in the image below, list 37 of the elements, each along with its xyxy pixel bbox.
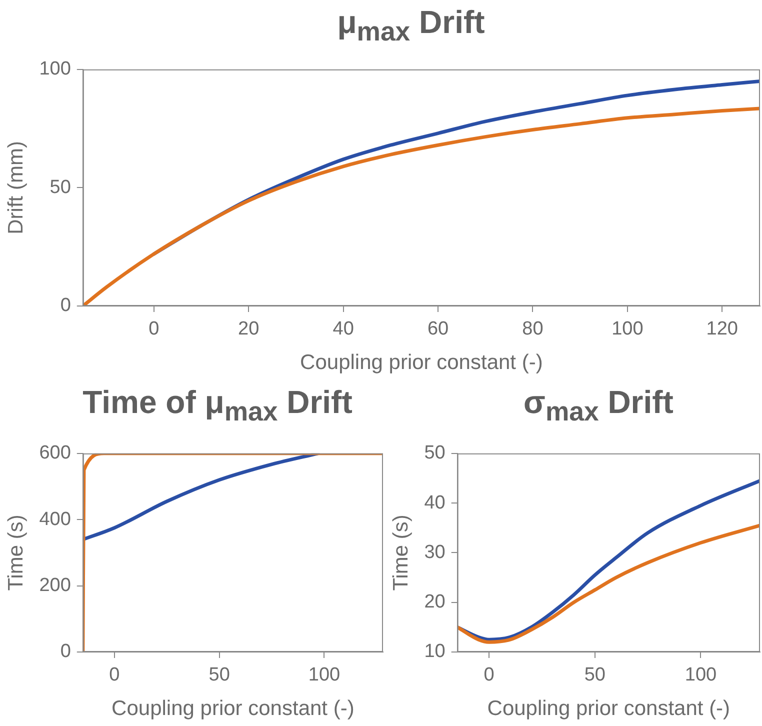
- line-series: [82, 453, 320, 542]
- x-tick-label: 0: [148, 318, 160, 340]
- y-tick-label: 200: [39, 575, 71, 596]
- x-tick-label: 20: [238, 318, 260, 340]
- x-axis-title: Coupling prior constant (-): [487, 697, 730, 720]
- y-axis-title: Time (s): [389, 514, 412, 591]
- x-tick-label: 100: [684, 664, 717, 686]
- y-tick-label: 30: [424, 542, 446, 563]
- y-tick-label: 40: [424, 492, 446, 514]
- y-tick-label: 50: [50, 176, 71, 198]
- x-tick-label: 100: [308, 664, 340, 686]
- y-tick-label: 20: [424, 592, 446, 613]
- x-tick-label: 0: [109, 664, 120, 686]
- x-tick-label: 100: [612, 318, 644, 340]
- chart-title: σ$_{max}$ Drift: [522, 383, 674, 428]
- y-tick-label: 50: [424, 442, 446, 464]
- x-tick-label: 50: [584, 664, 606, 686]
- x-axis-title: Coupling prior constant (-): [300, 351, 543, 374]
- x-tick-label: 40: [332, 318, 354, 340]
- x-tick-label: 120: [706, 318, 738, 340]
- x-tick-label: 80: [522, 318, 544, 340]
- x-tick-label: 0: [484, 664, 494, 686]
- y-tick-label: 0: [60, 641, 71, 662]
- y-axis-title: Drift (mm): [4, 141, 28, 234]
- line-series: [457, 478, 760, 642]
- x-tick-label: 60: [427, 318, 449, 340]
- line-series: [457, 524, 760, 644]
- chart-title: μ$_{max}$ Drift: [336, 3, 486, 48]
- y-axis-title: Time (s): [4, 514, 28, 591]
- y-tick-label: 0: [60, 295, 71, 316]
- y-tick-label: 600: [39, 442, 71, 464]
- y-tick-label: 10: [424, 641, 446, 662]
- y-tick-label: 400: [39, 508, 71, 530]
- x-axis-title: Coupling prior constant (-): [112, 697, 354, 720]
- chart-title: Time of μ$_{max}$ Drift: [82, 383, 354, 428]
- y-tick-label: 100: [39, 58, 71, 80]
- x-tick-label: 50: [208, 664, 230, 686]
